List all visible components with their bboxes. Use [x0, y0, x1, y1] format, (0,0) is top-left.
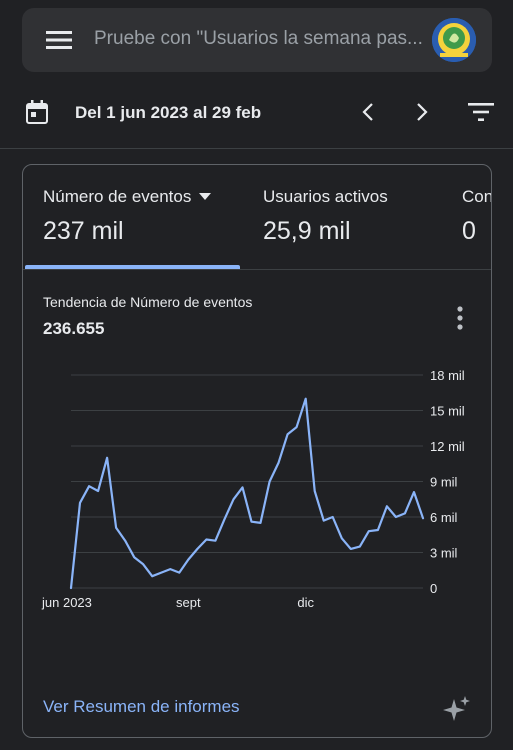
y-tick-label: 18 mil	[430, 368, 465, 383]
trend-total: 236.655	[43, 319, 105, 338]
tab-value: 237 mil	[43, 217, 124, 245]
header-divider	[0, 148, 513, 149]
sparkle-icon[interactable]	[443, 695, 471, 723]
trend-chart: 0 3 mil 6 mil 9 mil 12 mil 15 mil 18 mil jun 20…	[41, 368, 465, 610]
date-range-label[interactable]: Del 1 jun 2023 al 29 feb	[75, 103, 262, 122]
y-tick-label: 9 mil	[430, 475, 458, 490]
y-tick-label: 15 mil	[430, 404, 465, 419]
series-line	[69, 397, 425, 590]
tab-active-users[interactable]: Usuarios activos 25,9 mil	[243, 165, 443, 269]
metric-card: Número de eventos 237 mil Usuarios activ…	[22, 164, 492, 738]
x-tick-label: sept	[176, 595, 201, 610]
avatar-logo	[432, 18, 476, 62]
filter-icon[interactable]	[468, 102, 494, 122]
menu-icon[interactable]	[46, 30, 72, 50]
y-tick-label: 3 mil	[430, 546, 458, 561]
view-reports-link[interactable]: Ver Resumen de informes	[43, 697, 240, 716]
metric-tabs: Número de eventos 237 mil Usuarios activ…	[23, 165, 491, 270]
chevron-right-icon[interactable]	[412, 100, 432, 124]
y-tick-label: 12 mil	[430, 439, 465, 454]
y-tick-label: 0	[430, 581, 437, 596]
x-tick-label: jun 2023	[41, 595, 92, 610]
more-vert-icon[interactable]	[453, 305, 467, 331]
tab-label: Número de eventos	[43, 187, 192, 206]
tab-value: 0	[462, 217, 476, 245]
search-bar[interactable]: Pruebe con "Usuarios la semana pas...	[22, 8, 492, 72]
caret-down-icon[interactable]	[199, 193, 211, 200]
x-tick-label: dic	[297, 595, 314, 610]
tab-label: Usuarios activos	[263, 187, 388, 206]
trend-title: Tendencia de Número de eventos	[43, 294, 253, 310]
chevron-left-icon[interactable]	[358, 100, 378, 124]
tab-conversions[interactable]: Con 0	[443, 165, 491, 269]
tab-event-count[interactable]: Número de eventos 237 mil	[23, 165, 241, 269]
tab-label: Con	[462, 187, 491, 206]
selected-tab-indicator	[25, 265, 240, 269]
calendar-icon[interactable]	[26, 100, 48, 124]
tab-value: 25,9 mil	[263, 217, 351, 245]
search-input[interactable]: Pruebe con "Usuarios la semana pas...	[94, 28, 423, 49]
avatar[interactable]	[432, 18, 476, 62]
date-range-bar: Del 1 jun 2023 al 29 feb	[0, 82, 513, 142]
y-tick-label: 6 mil	[430, 510, 458, 525]
